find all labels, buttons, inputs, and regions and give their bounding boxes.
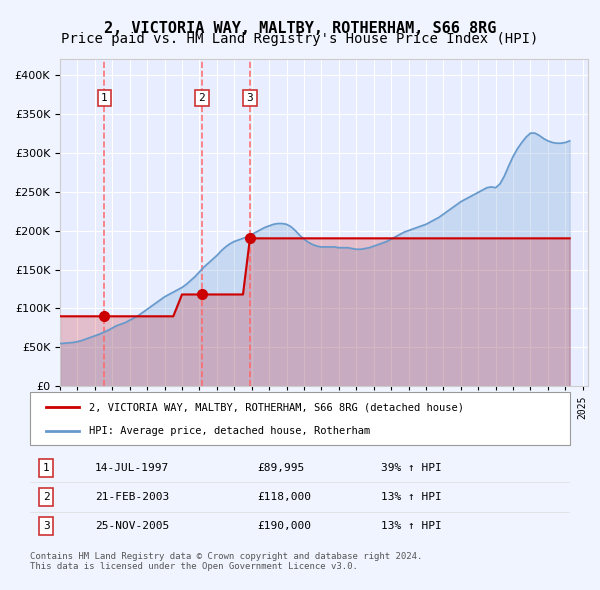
Text: 2: 2: [199, 93, 205, 103]
Text: 39% ↑ HPI: 39% ↑ HPI: [381, 463, 442, 473]
Text: 3: 3: [247, 93, 253, 103]
FancyBboxPatch shape: [30, 392, 570, 445]
Text: 3: 3: [43, 522, 50, 532]
Text: 21-FEB-2003: 21-FEB-2003: [95, 492, 169, 502]
Text: 2, VICTORIA WAY, MALTBY, ROTHERHAM, S66 8RG (detached house): 2, VICTORIA WAY, MALTBY, ROTHERHAM, S66 …: [89, 402, 464, 412]
Text: 25-NOV-2005: 25-NOV-2005: [95, 522, 169, 532]
Text: 1: 1: [101, 93, 107, 103]
Text: 2: 2: [43, 492, 50, 502]
Text: Price paid vs. HM Land Registry's House Price Index (HPI): Price paid vs. HM Land Registry's House …: [61, 32, 539, 47]
Text: 14-JUL-1997: 14-JUL-1997: [95, 463, 169, 473]
Text: 13% ↑ HPI: 13% ↑ HPI: [381, 522, 442, 532]
Text: 1: 1: [43, 463, 50, 473]
Text: £89,995: £89,995: [257, 463, 304, 473]
Text: Contains HM Land Registry data © Crown copyright and database right 2024.
This d: Contains HM Land Registry data © Crown c…: [30, 552, 422, 571]
Text: £190,000: £190,000: [257, 522, 311, 532]
Text: HPI: Average price, detached house, Rotherham: HPI: Average price, detached house, Roth…: [89, 425, 371, 435]
Text: 2, VICTORIA WAY, MALTBY, ROTHERHAM, S66 8RG: 2, VICTORIA WAY, MALTBY, ROTHERHAM, S66 …: [104, 21, 496, 35]
Text: £118,000: £118,000: [257, 492, 311, 502]
Text: 13% ↑ HPI: 13% ↑ HPI: [381, 492, 442, 502]
